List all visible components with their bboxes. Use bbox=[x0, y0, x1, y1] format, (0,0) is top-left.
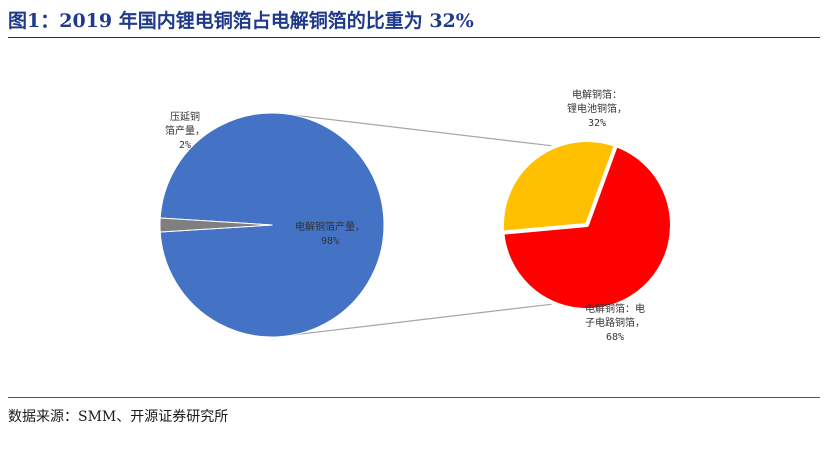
label-rolled-foil-line: 2% bbox=[179, 140, 191, 151]
sub-slice-battery-foil bbox=[500, 138, 619, 235]
connector-top bbox=[275, 112, 556, 147]
connector-lines bbox=[275, 112, 556, 338]
label-pcb-foil-line: 子电路铜箔， bbox=[585, 316, 645, 329]
label-pcb-foil-line: 68% bbox=[606, 332, 624, 343]
main-pie bbox=[159, 112, 385, 338]
source-divider bbox=[8, 397, 820, 398]
label-pcb-foil: 电解铜箔：电子电路铜箔， 68% bbox=[585, 302, 645, 343]
source-note: 数据来源：SMM、开源证券研究所 bbox=[8, 409, 229, 425]
label-pcb-foil-line: 电解铜箔：电 bbox=[585, 302, 645, 315]
label-electrolytic-foil-line: 98% bbox=[321, 236, 339, 247]
sub-pie bbox=[500, 138, 674, 312]
label-electrolytic-foil: 电解铜箔产量， 98% bbox=[295, 220, 365, 247]
label-battery-foil: 电解铜箔：锂电池铜箔， 32% bbox=[567, 88, 627, 129]
label-rolled-foil: 压延铜箔产量， 2% bbox=[165, 111, 205, 151]
chart-title: 图1：2019 年国内锂电铜箔占电解铜箔的比重为 32% bbox=[8, 10, 474, 32]
sub-slice-pcb-foil bbox=[500, 143, 674, 312]
connector-bottom bbox=[275, 303, 556, 338]
label-electrolytic-foil-line: 电解铜箔产量， bbox=[295, 220, 365, 233]
title-divider bbox=[8, 37, 820, 38]
main-slice-rolled bbox=[159, 217, 273, 233]
label-battery-foil-line: 锂电池铜箔， bbox=[567, 102, 627, 115]
data-labels: 电解铜箔产量， 98% 压延铜箔产量， 2% 电解铜箔：锂电池铜箔， 32% 电解铜箔：电子… bbox=[165, 88, 645, 343]
label-rolled-foil-line: 压延铜 bbox=[170, 111, 200, 123]
label-battery-foil-line: 32% bbox=[588, 118, 606, 129]
label-battery-foil-line: 电解铜箔： bbox=[572, 88, 622, 101]
label-rolled-foil-line: 箔产量， bbox=[165, 124, 205, 137]
